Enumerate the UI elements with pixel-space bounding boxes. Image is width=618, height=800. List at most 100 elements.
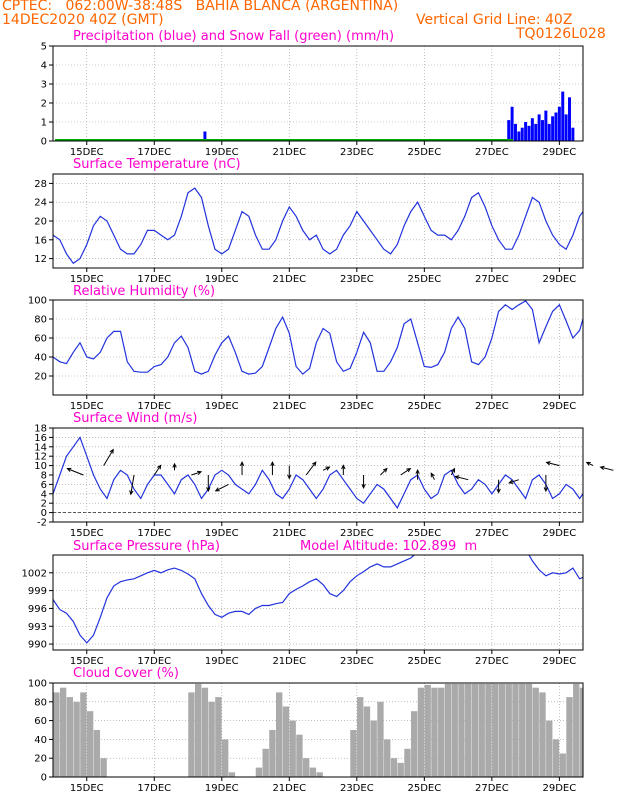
precip-bar <box>534 123 538 141</box>
cloud-bar <box>194 683 202 777</box>
wind-xtick-label: 21DEC <box>272 528 306 539</box>
wind-vector-shaft <box>322 466 330 471</box>
cloud-bar <box>93 730 101 777</box>
cloud-bar <box>221 739 229 777</box>
cloud-bar <box>276 692 283 777</box>
wind-vector-head <box>312 461 317 467</box>
wind-ytick-label: 6 <box>41 480 47 491</box>
temp-frame <box>52 173 584 269</box>
wind-vector-shaft <box>103 449 114 466</box>
cloud-bar <box>228 772 236 777</box>
precip-bar <box>537 114 541 141</box>
temp-xtick-label: 23DEC <box>340 274 374 285</box>
cloud-bar <box>384 739 391 777</box>
cloud-frame <box>52 682 584 778</box>
temp-ytick-label: 20 <box>34 217 47 228</box>
precip-xtick-label: 29DEC <box>543 147 577 158</box>
cloud-bar <box>411 711 418 777</box>
temp-series-line <box>53 187 583 265</box>
cloud-bar <box>593 702 599 777</box>
wind-vector-shaft <box>191 471 202 476</box>
cloud-ytick-label: 100 <box>28 679 47 690</box>
wind-ytick-label: 14 <box>34 442 47 453</box>
precip-bar <box>517 131 521 141</box>
pressure-xtick-label: 29DEC <box>543 656 577 667</box>
cloud-bar <box>505 683 512 777</box>
wind-ytick-label: 16 <box>34 433 47 444</box>
wind-vector-head <box>545 461 551 466</box>
cloud-bar <box>471 683 479 777</box>
wind-vector-head <box>270 461 275 467</box>
cloud-bar <box>370 720 377 777</box>
cloud-bar <box>492 683 499 777</box>
precip-bar <box>520 127 524 141</box>
cloud-bar <box>573 683 580 777</box>
temp-xtick-label: 19DEC <box>205 274 239 285</box>
wind-vector-head <box>454 475 460 480</box>
temp-ytick-label: 28 <box>34 179 47 190</box>
cloud-bar <box>438 687 445 777</box>
cloud-bar <box>424 684 431 777</box>
pressure-xtick-label: 17DEC <box>137 656 171 667</box>
precip-xtick-label: 17DEC <box>137 147 171 158</box>
wind-ytick-label: 10 <box>34 461 47 472</box>
cloud-bar <box>215 697 222 777</box>
pressure-frame <box>52 554 584 651</box>
wind-vector-shaft <box>400 468 411 476</box>
wind-vector-shaft <box>153 465 162 476</box>
precip-bar <box>513 123 517 141</box>
wind-vector-head <box>172 462 177 468</box>
wind-vector-shaft <box>380 468 388 476</box>
cloud-bar <box>607 711 613 777</box>
cloud-bar <box>100 758 107 777</box>
precip-ytick-label: 2 <box>41 99 47 110</box>
cloud-bar <box>600 721 606 777</box>
cloud-bar <box>296 734 303 777</box>
precip-bar <box>571 127 575 141</box>
cloud-xtick-label: 17DEC <box>137 783 171 794</box>
precip-ytick-label: 1 <box>41 118 47 129</box>
cloud-bar <box>397 762 404 777</box>
wind-xtick-label: 25DEC <box>407 528 441 539</box>
cloud-bar <box>289 720 296 777</box>
rh-ytick-label: 80 <box>34 315 47 326</box>
wind-vector-head <box>451 467 456 473</box>
wind-vector-head <box>382 467 388 473</box>
wind-vector-head <box>415 468 420 474</box>
temp-xtick-label: 29DEC <box>543 274 577 285</box>
wind-vector-head <box>156 464 162 470</box>
rh-ytick-label: 60 <box>34 334 47 345</box>
temp-xtick-label: 27DEC <box>475 274 509 285</box>
temp-ytick-label: 16 <box>34 235 47 246</box>
wind-vector-head <box>109 448 114 454</box>
wind-vector-head <box>585 461 591 466</box>
cloud-bar <box>539 692 546 777</box>
wind-ytick-label: 0 <box>41 508 47 519</box>
rh-xtick-label: 25DEC <box>407 401 441 412</box>
precip-bar <box>547 123 551 141</box>
precip-bar <box>544 110 548 141</box>
wind-vector-head <box>196 470 203 475</box>
wind-ytick-label: 2 <box>41 499 47 510</box>
wind-vector-shaft <box>455 476 469 481</box>
cloud-bar <box>208 701 215 777</box>
wind-vector-head <box>341 464 346 470</box>
model-altitude: Model Altitude: 102.899 m <box>300 539 478 554</box>
rh-xtick-label: 27DEC <box>475 401 509 412</box>
pressure-ytick-label: 990 <box>28 640 47 651</box>
wind-xtick-label: 27DEC <box>475 528 509 539</box>
cloud-bar <box>525 683 533 777</box>
wind-vector-head <box>508 479 514 484</box>
cloud-title: Cloud Cover (%) <box>73 666 179 681</box>
rh-ytick-label: 100 <box>28 296 47 307</box>
wind-vector-head <box>496 488 501 494</box>
cloud-xtick-label: 29DEC <box>543 783 577 794</box>
cloud-bar <box>552 739 560 777</box>
pressure-xtick-label: 21DEC <box>272 656 306 667</box>
rh-title: Relative Humidity (%) <box>73 284 216 299</box>
cloud-ytick-label: 80 <box>34 697 47 708</box>
wind-xtick-label: 29DEC <box>543 528 577 539</box>
precip-title: Precipitation (blue) and Snow Fall (gree… <box>73 29 395 44</box>
precip-bar <box>564 114 568 141</box>
cloud-bar <box>377 701 384 777</box>
